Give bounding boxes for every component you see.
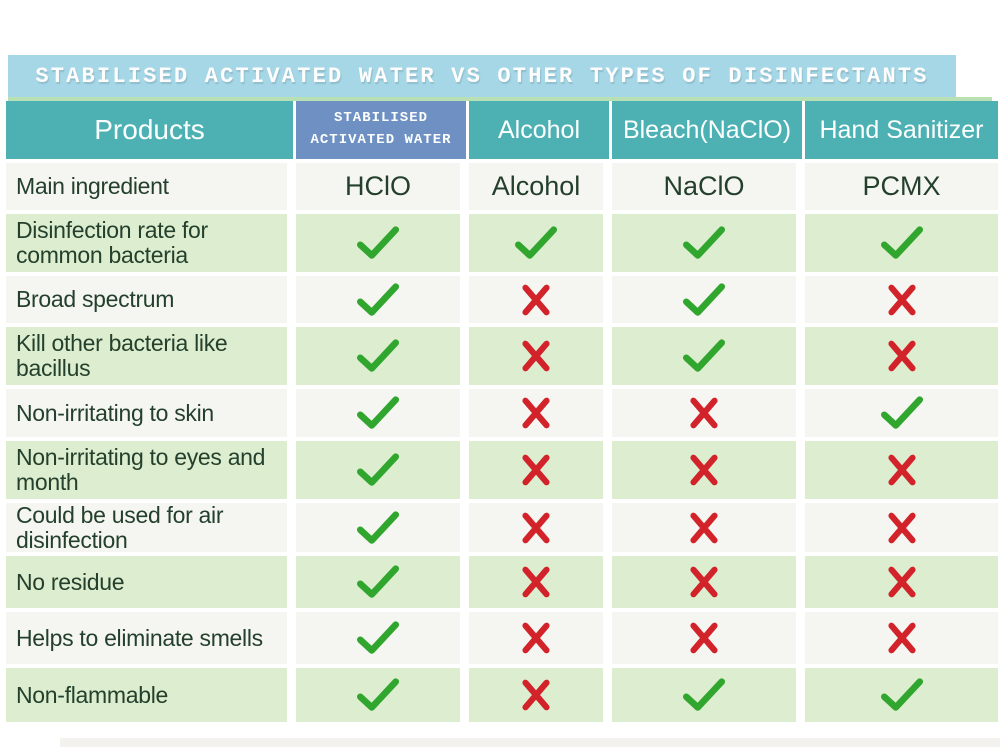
mark-cell [296, 389, 460, 437]
check-icon [879, 678, 925, 712]
check-icon [355, 396, 401, 430]
cross-icon [522, 284, 550, 316]
row-label: Non-flammable [6, 668, 287, 722]
mark-cell [469, 668, 603, 722]
col-header-products: Products [6, 101, 293, 159]
row-label: Kill other bacteria like bacillus [6, 327, 287, 385]
check-icon [879, 226, 925, 260]
check-icon [513, 226, 559, 260]
page-title: STABILISED ACTIVATED WATER VS OTHER TYPE… [35, 64, 929, 89]
mark-cell [469, 503, 603, 552]
cross-icon [887, 512, 916, 544]
cross-icon [887, 566, 916, 598]
row-label: Helps to eliminate smells [6, 612, 287, 664]
cross-icon [887, 622, 916, 654]
bottom-strip [60, 738, 1000, 747]
row-label: No residue [6, 556, 287, 608]
mark-cell [612, 668, 796, 722]
ingredient-value: NaClO [612, 163, 796, 210]
check-icon [355, 510, 401, 545]
cross-icon [690, 566, 718, 598]
mark-cell [469, 441, 603, 499]
mark-cell [612, 556, 796, 608]
mark-cell [296, 503, 460, 552]
mark-cell [612, 612, 796, 664]
col-header-alcohol: Alcohol [469, 101, 609, 159]
mark-cell [612, 389, 796, 437]
cross-icon [522, 512, 550, 544]
check-icon [681, 339, 727, 373]
mark-cell [296, 612, 460, 664]
mark-cell [805, 214, 998, 272]
mark-cell [296, 441, 460, 499]
cross-icon [690, 397, 718, 429]
mark-cell [805, 327, 998, 385]
check-icon [879, 396, 925, 430]
title-banner: STABILISED ACTIVATED WATER VS OTHER TYPE… [8, 55, 956, 98]
comparison-table: Products STABILISED ACTIVATED WATER Alco… [6, 101, 998, 722]
mark-cell [612, 214, 796, 272]
mark-cell [469, 389, 603, 437]
col-header-bleach: Bleach(NaClO) [612, 101, 802, 159]
check-icon [355, 565, 401, 599]
cross-icon [522, 679, 550, 711]
cross-icon [690, 454, 718, 486]
divider-strip [8, 97, 992, 101]
check-icon [355, 621, 401, 655]
mark-cell [612, 327, 796, 385]
check-icon [355, 339, 401, 373]
row-label: Non-irritating to eyes and month [6, 441, 287, 499]
ingredient-value: HClO [296, 163, 460, 210]
cross-icon [887, 340, 916, 372]
check-icon [681, 678, 727, 712]
mark-cell [469, 214, 603, 272]
mark-cell [296, 327, 460, 385]
mark-cell [612, 276, 796, 323]
cross-icon [522, 454, 550, 486]
ingredient-value: PCMX [805, 163, 998, 210]
mark-cell [469, 327, 603, 385]
saw-header-line2: ACTIVATED WATER [310, 132, 452, 148]
cross-icon [522, 340, 550, 372]
mark-cell [296, 556, 460, 608]
cross-icon [522, 566, 550, 598]
check-icon [355, 678, 401, 712]
check-icon [355, 282, 401, 317]
mark-cell [296, 214, 460, 272]
mark-cell [805, 612, 998, 664]
cross-icon [887, 454, 916, 486]
mark-cell [469, 612, 603, 664]
mark-cell [612, 503, 796, 552]
cross-icon [522, 622, 550, 654]
mark-cell [805, 276, 998, 323]
mark-cell [469, 556, 603, 608]
saw-header-line1: STABILISED [333, 110, 428, 127]
mark-cell [805, 441, 998, 499]
row-label-main-ingredient: Main ingredient [6, 163, 287, 210]
row-label: Non-irritating to skin [6, 389, 287, 437]
row-label: Could be used for air disinfection [6, 503, 287, 552]
col-header-stabilised-activated-water: STABILISED ACTIVATED WATER [296, 101, 466, 159]
col-header-hand-sanitizer: Hand Sanitizer [805, 101, 998, 159]
mark-cell [805, 503, 998, 552]
cross-icon [887, 284, 916, 316]
mark-cell [296, 276, 460, 323]
row-label: Broad spectrum [6, 276, 287, 323]
cross-icon [690, 512, 718, 544]
cross-icon [522, 397, 550, 429]
mark-cell [612, 441, 796, 499]
check-icon [355, 226, 401, 260]
mark-cell [805, 668, 998, 722]
mark-cell [296, 668, 460, 722]
check-icon [355, 453, 401, 487]
row-label: Disinfection rate for common bacteria [6, 214, 287, 272]
mark-cell [469, 276, 603, 323]
mark-cell [805, 556, 998, 608]
check-icon [681, 226, 727, 260]
ingredient-value: Alcohol [469, 163, 603, 210]
cross-icon [690, 622, 718, 654]
check-icon [681, 282, 727, 317]
mark-cell [805, 389, 998, 437]
